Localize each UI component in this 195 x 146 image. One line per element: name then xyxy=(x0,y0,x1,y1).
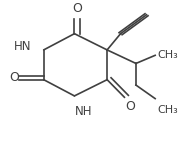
Text: O: O xyxy=(125,100,135,113)
Text: HN: HN xyxy=(14,40,31,53)
Text: CH₃: CH₃ xyxy=(157,105,178,115)
Text: CH₃: CH₃ xyxy=(157,50,178,60)
Text: O: O xyxy=(9,71,19,84)
Text: NH: NH xyxy=(75,105,93,118)
Text: O: O xyxy=(72,2,82,15)
